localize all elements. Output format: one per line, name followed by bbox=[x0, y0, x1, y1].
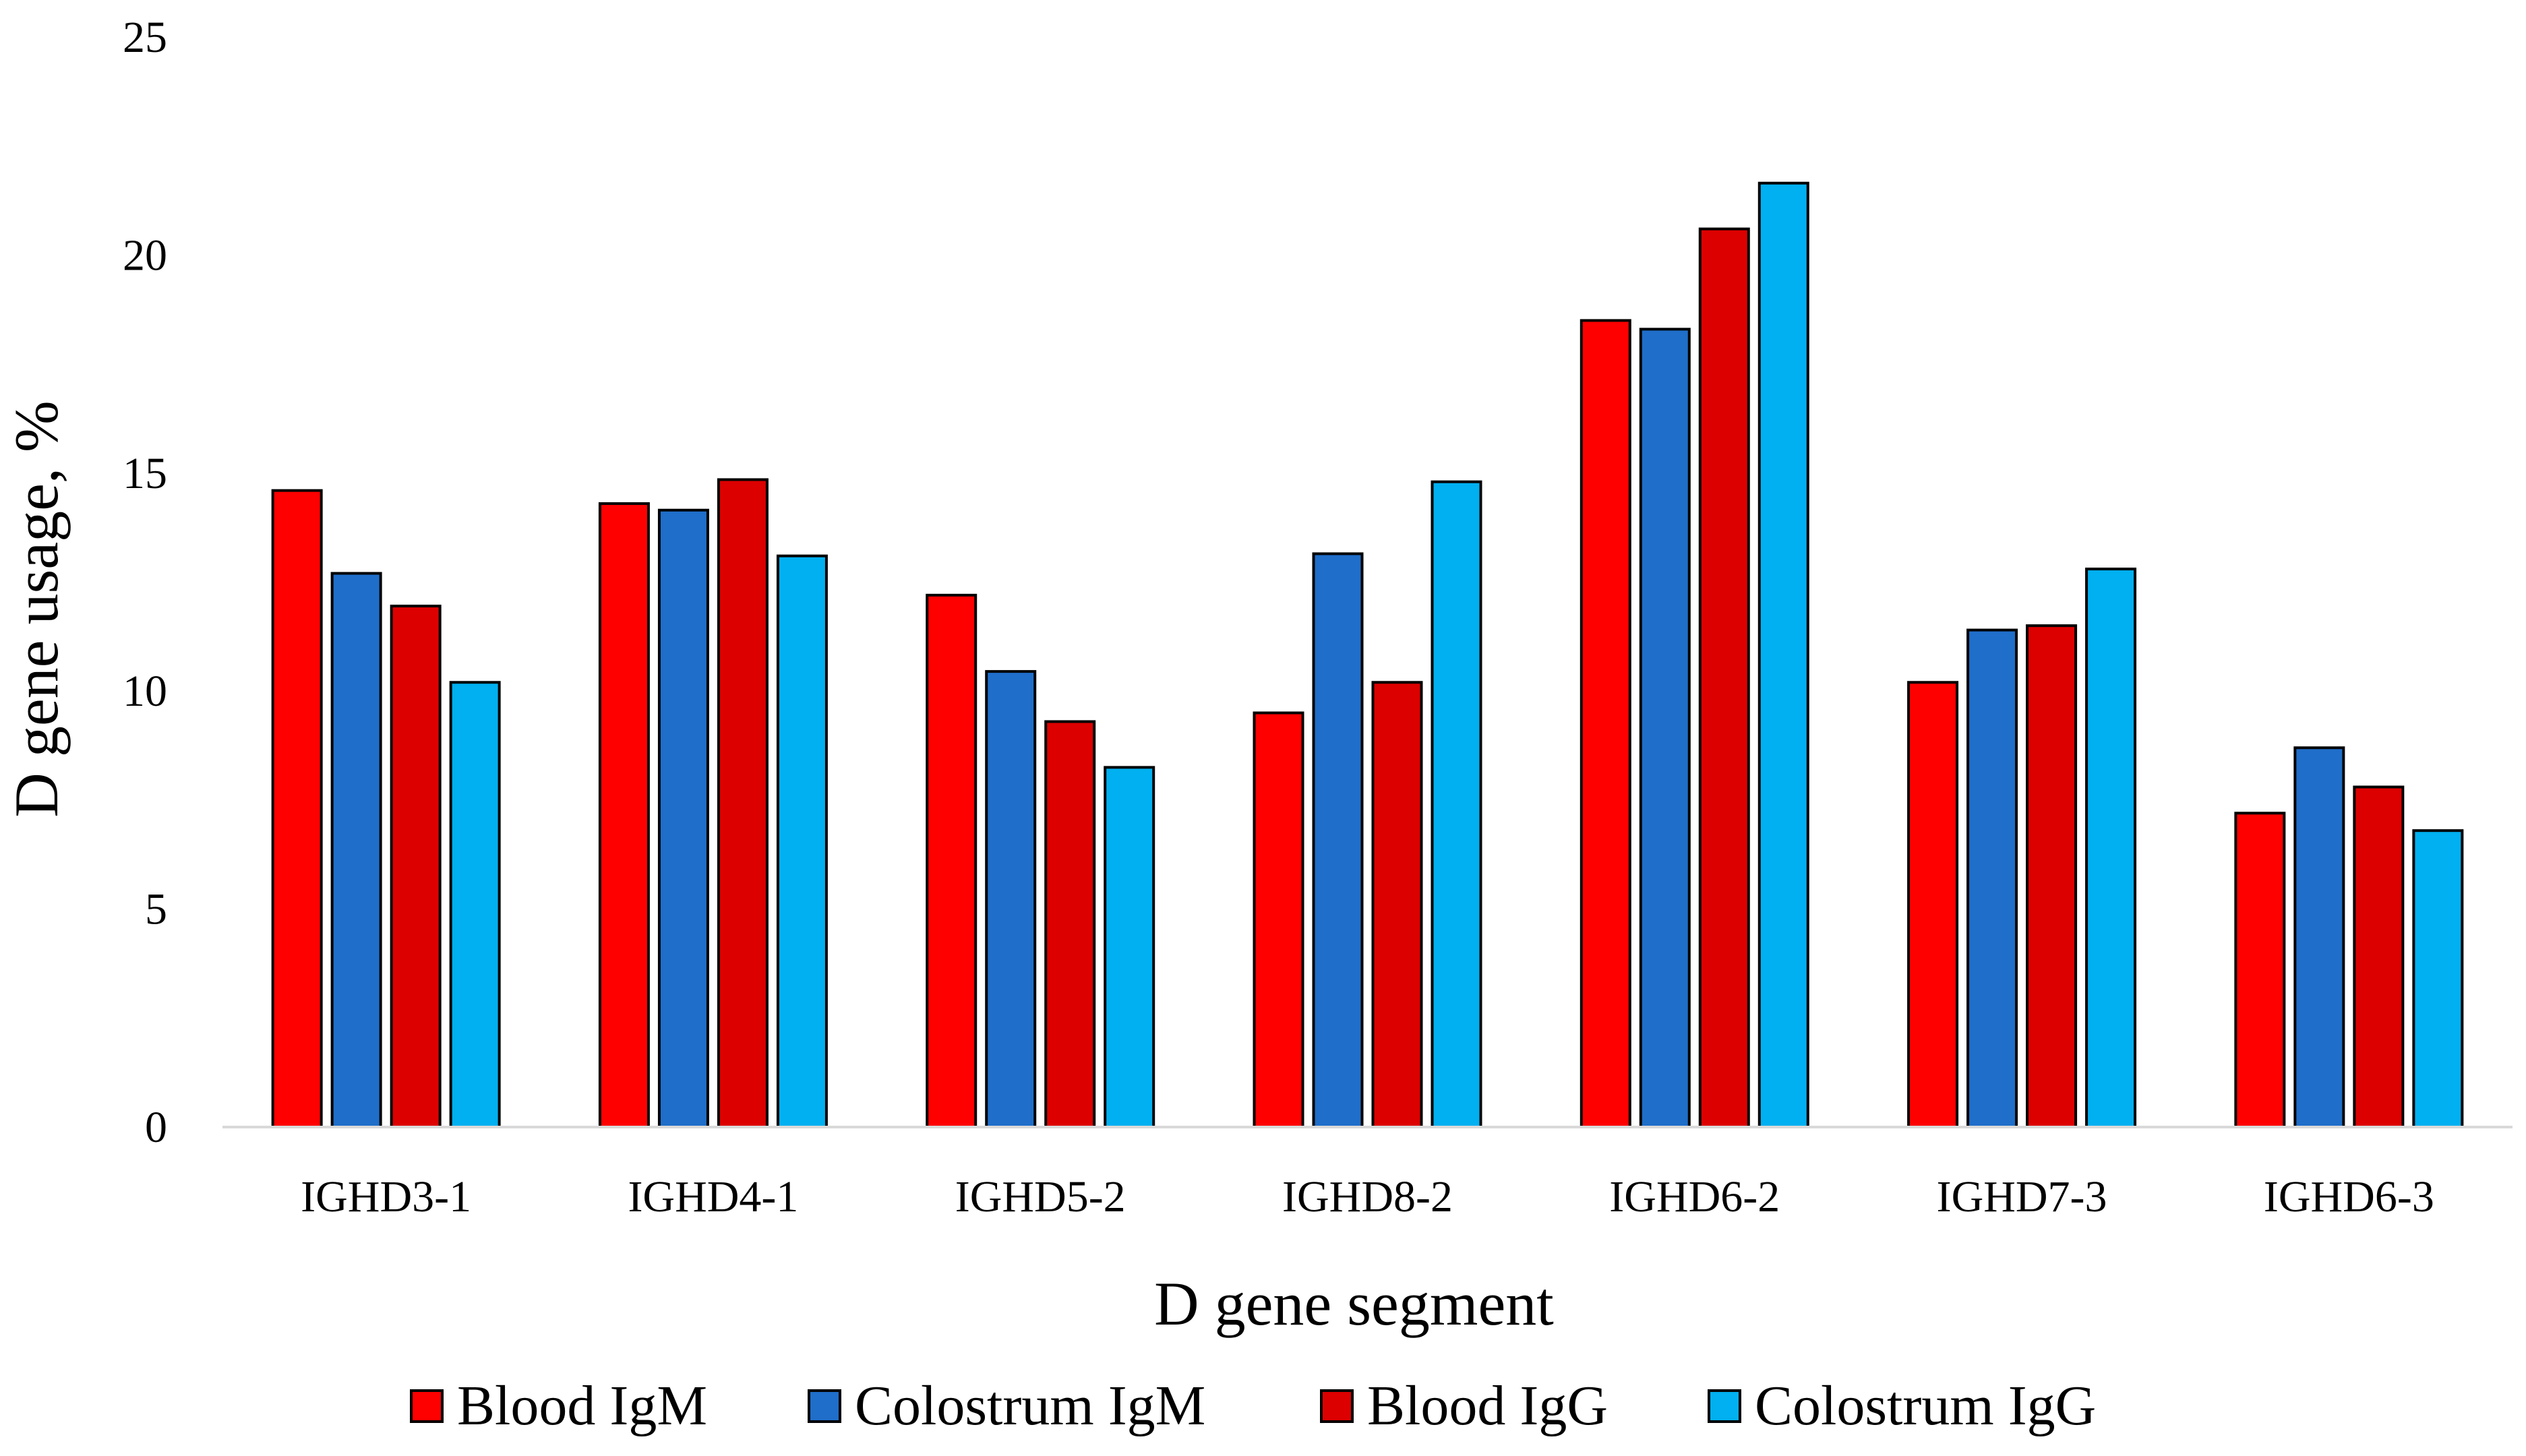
bar-blood-igm-ighd8-2 bbox=[1253, 711, 1304, 1129]
bar-colostrum-igm-ighd7-3 bbox=[1966, 628, 2018, 1128]
bar-colostrum-igm-ighd4-1 bbox=[657, 508, 709, 1128]
bar-blood-igg-ighd8-2 bbox=[1371, 681, 1423, 1128]
bar-colostrum-igg-ighd7-3 bbox=[2085, 568, 2137, 1128]
bar-colostrum-igg-ighd6-3 bbox=[2412, 829, 2464, 1129]
bar-blood-igm-ighd7-3 bbox=[1907, 681, 1959, 1128]
bar-colostrum-igm-ighd6-2 bbox=[1639, 328, 1691, 1129]
bar-blood-igm-ighd6-3 bbox=[2234, 812, 2286, 1128]
x-axis-title: D gene segment bbox=[1154, 1269, 1554, 1338]
category-label: IGHD6-2 bbox=[1609, 1172, 1780, 1221]
y-tick-label: 20 bbox=[123, 231, 167, 280]
legend-label: Colostrum IgM bbox=[855, 1374, 1205, 1437]
bars-group bbox=[271, 181, 2464, 1129]
category-label: IGHD4-1 bbox=[628, 1172, 798, 1221]
bar-colostrum-igm-ighd8-2 bbox=[1312, 552, 1364, 1128]
y-tick-label: 25 bbox=[123, 13, 167, 62]
legend-swatch-blood-igm bbox=[410, 1389, 444, 1423]
category-label: IGHD5-2 bbox=[955, 1172, 1126, 1221]
bar-colostrum-igg-ighd3-1 bbox=[449, 681, 501, 1128]
bar-blood-igg-ighd6-2 bbox=[1698, 227, 1750, 1128]
y-tick-label: 5 bbox=[145, 885, 167, 934]
bar-blood-igg-ighd3-1 bbox=[390, 605, 442, 1128]
legend-swatch-blood-igg bbox=[1320, 1389, 1354, 1423]
legend-label: Colostrum IgG bbox=[1755, 1374, 2096, 1437]
bar-blood-igm-ighd3-1 bbox=[271, 489, 323, 1128]
legend-label: Blood IgM bbox=[457, 1374, 707, 1437]
bar-blood-igg-ighd6-3 bbox=[2353, 785, 2405, 1128]
y-axis-ticks: 0 5 10 15 20 25 bbox=[123, 13, 167, 1152]
bar-colostrum-igg-ighd5-2 bbox=[1104, 766, 1155, 1128]
bar-colostrum-igg-ighd4-1 bbox=[776, 554, 828, 1128]
category-label: IGHD6-3 bbox=[2264, 1172, 2434, 1221]
legend-label: Blood IgG bbox=[1367, 1374, 1608, 1437]
bar-blood-igg-ighd5-2 bbox=[1044, 720, 1096, 1128]
legend: Blood IgM Colostrum IgM Blood IgG Colostrum… bbox=[410, 1374, 2096, 1437]
category-label: IGHD3-1 bbox=[301, 1172, 471, 1221]
bar-blood-igg-ighd7-3 bbox=[2026, 624, 2078, 1128]
y-tick-label: 10 bbox=[123, 667, 167, 716]
y-tick-label: 0 bbox=[145, 1103, 167, 1152]
bar-colostrum-igm-ighd3-1 bbox=[330, 572, 382, 1128]
bar-colostrum-igm-ighd6-3 bbox=[2293, 746, 2345, 1129]
y-tick-label: 15 bbox=[123, 449, 167, 498]
bar-colostrum-igg-ighd6-2 bbox=[1757, 181, 1809, 1129]
category-labels: IGHD3-1 IGHD4-1 IGHD5-2 IGHD8-2 IGHD6-2 IGHD7… bbox=[301, 1172, 2434, 1221]
y-axis-title: D gene usage, % bbox=[2, 400, 71, 817]
bar-colostrum-igg-ighd8-2 bbox=[1431, 480, 1482, 1128]
category-label: IGHD8-2 bbox=[1282, 1172, 1453, 1221]
category-label: IGHD7-3 bbox=[1937, 1172, 2107, 1221]
bar-colostrum-igm-ighd5-2 bbox=[985, 670, 1037, 1128]
bar-blood-igm-ighd4-1 bbox=[598, 502, 650, 1128]
bar-blood-igg-ighd4-1 bbox=[717, 478, 769, 1128]
legend-swatch-colostrum-igg bbox=[1708, 1389, 1741, 1423]
legend-swatch-colostrum-igm bbox=[808, 1389, 841, 1423]
bar-blood-igm-ighd6-2 bbox=[1580, 319, 1631, 1128]
bar-blood-igm-ighd5-2 bbox=[926, 593, 978, 1128]
